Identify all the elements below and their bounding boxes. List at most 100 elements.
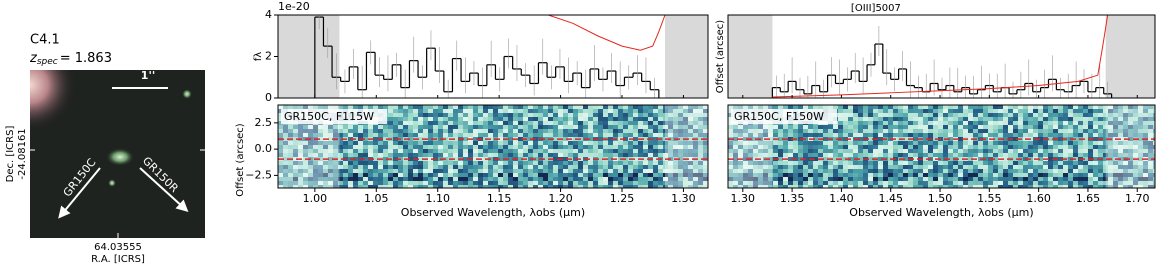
spectrum-pixel — [388, 105, 393, 109]
spectrum-pixel — [858, 169, 863, 173]
spectrum-pixel — [658, 173, 663, 177]
spectrum-pixel — [1088, 145, 1093, 149]
spectrum-pixel — [533, 117, 538, 121]
spectrum-pixel — [988, 153, 993, 157]
spectrum-pixel — [578, 165, 583, 169]
spectrum-pixel — [343, 149, 348, 153]
x-tick-label: 1.00 — [303, 192, 328, 205]
spectrum-pixel — [898, 165, 903, 169]
spectrum-pixel — [373, 129, 378, 133]
spectrum-pixel — [783, 169, 788, 173]
spectrum-pixel — [533, 173, 538, 177]
spectrum-pixel — [878, 113, 883, 117]
spectrum-pixel — [1053, 113, 1058, 117]
spectrum-pixel — [1063, 161, 1068, 165]
spectrum-pixel — [488, 125, 493, 129]
spectrum-pixel — [988, 113, 993, 117]
spectrum-pixel — [963, 121, 968, 125]
spectrum-pixel — [773, 169, 778, 173]
spectrum-pixel — [423, 145, 428, 149]
spectrum-pixel — [1078, 129, 1083, 133]
spectrum-pixel — [458, 177, 463, 181]
spectrum-pixel — [908, 177, 913, 181]
spectrum-pixel — [573, 181, 578, 185]
spectrum-pixel — [438, 105, 443, 109]
spectrum-pixel — [533, 169, 538, 173]
spectrum-pixel — [928, 113, 933, 117]
spectrum-pixel — [443, 169, 448, 173]
spectrum-pixel — [513, 133, 518, 137]
spectrum-pixel — [878, 181, 883, 185]
spectrum-pixel — [583, 165, 588, 169]
spectrum-pixel — [413, 149, 418, 153]
spectrum-pixel — [1028, 129, 1033, 133]
spectrum-pixel — [933, 121, 938, 125]
spectrum-pixel — [353, 141, 358, 145]
spectrum-pixel — [1058, 145, 1063, 149]
spectrum-pixel — [508, 109, 513, 113]
spectrum-pixel — [988, 125, 993, 129]
spectrum-pixel — [888, 141, 893, 145]
spectrum-pixel — [358, 141, 363, 145]
spectrum-pixel — [583, 121, 588, 125]
spectrum-pixel — [798, 177, 803, 181]
spectrum-pixel — [558, 141, 563, 145]
spectrum-pixel — [493, 149, 498, 153]
spectrum-pixel — [468, 117, 473, 121]
spectrum-pixel — [998, 109, 1003, 113]
spectrum-pixel — [628, 105, 633, 109]
spectrum-pixel — [523, 173, 528, 177]
spectrum-pixel — [1053, 173, 1058, 177]
spectrum-pixel — [373, 177, 378, 181]
spectrum-pixel — [983, 113, 988, 117]
spectrum-pixel — [978, 165, 983, 169]
spectrum-pixel — [473, 161, 478, 165]
spectrum-pixel — [1003, 153, 1008, 157]
spectrum-pixel — [438, 173, 443, 177]
spectrum-pixel — [818, 133, 823, 137]
spectrum-pixel — [973, 181, 978, 185]
spectrum-pixel — [528, 133, 533, 137]
spectrum-pixel — [1018, 117, 1023, 121]
spectrum-pixel — [788, 153, 793, 157]
spectrum-pixel — [623, 121, 628, 125]
spectrum-pixel — [948, 109, 953, 113]
spectrum-pixel — [963, 149, 968, 153]
spectrum-pixel — [608, 141, 613, 145]
spectrum-pixel — [963, 113, 968, 117]
spectrum-pixel — [1013, 173, 1018, 177]
spectrum-pixel — [1068, 165, 1073, 169]
spectrum-pixel — [1058, 181, 1063, 185]
spectrum-pixel — [818, 129, 823, 133]
spectrum-pixel — [1063, 105, 1068, 109]
spectrum-pixel — [583, 169, 588, 173]
spectrum-pixel — [978, 173, 983, 177]
spectrum-pixel — [593, 153, 598, 157]
thumbnail: C4.1 zspec= 1.863 1'' GR150C GR150R Dec.… — [0, 33, 205, 266]
spectrum-pixel — [1088, 181, 1093, 185]
spectrum-pixel — [618, 165, 623, 169]
spectrum-pixel — [858, 173, 863, 177]
spectrum-pixel — [398, 117, 403, 121]
spectrum-pixel — [1038, 113, 1043, 117]
spectrum-pixel — [953, 149, 958, 153]
spectrum-pixel — [588, 117, 593, 121]
spectrum-pixel — [1013, 113, 1018, 117]
spectrum-pixel — [818, 153, 823, 157]
spectrum-pixel — [783, 145, 788, 149]
spectrum-pixel — [963, 161, 968, 165]
spectrum-pixel — [443, 141, 448, 145]
spectrum-pixel — [523, 105, 528, 109]
spectrum-pixel — [918, 181, 923, 185]
spectrum-pixel — [823, 145, 828, 149]
spectrum-pixel — [443, 121, 448, 125]
spectrum-pixel — [793, 125, 798, 129]
spectrum-pixel — [1058, 109, 1063, 113]
spectrum-pixel — [958, 161, 963, 165]
spectrum-pixel — [438, 121, 443, 125]
spectrum-pixel — [1033, 129, 1038, 133]
spectrum-pixel — [503, 117, 508, 121]
spectrum-pixel — [1068, 145, 1073, 149]
spectrum-pixel — [388, 133, 393, 137]
spectrum-pixel — [893, 121, 898, 125]
